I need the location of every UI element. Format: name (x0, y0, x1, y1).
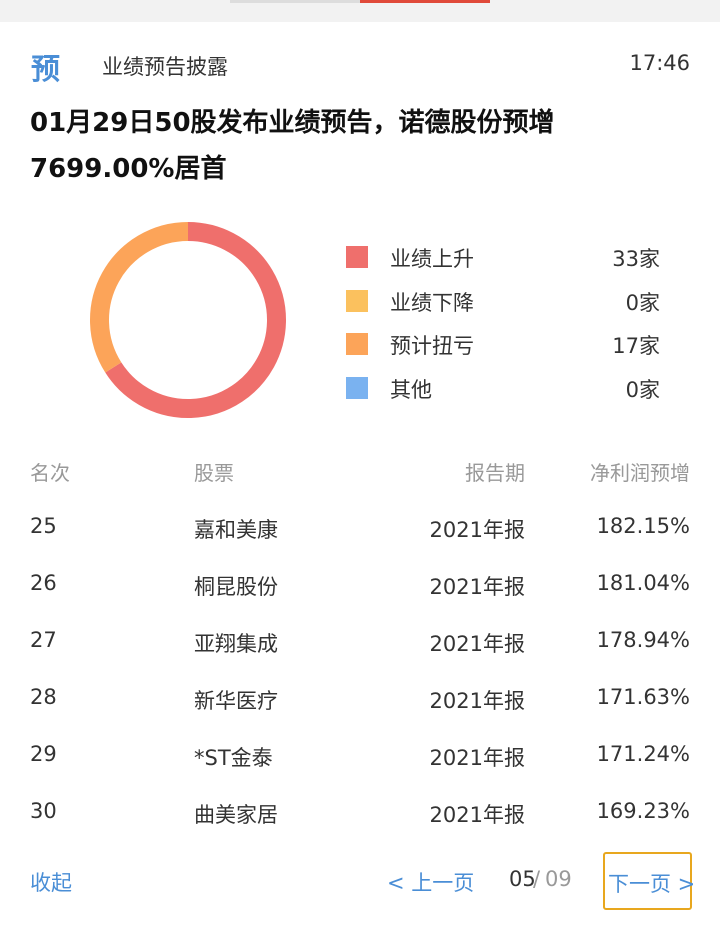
legend-swatch (346, 376, 368, 399)
rank-cell: 28 (30, 685, 57, 709)
increase-cell: 178.94% (596, 628, 690, 652)
period-cell: 2021年报 (429, 689, 525, 713)
increase-cell: 169.23% (596, 799, 690, 823)
header-profit-increase: 净利润预增 (590, 461, 690, 485)
period-cell: 2021年报 (429, 746, 525, 770)
legend-item: 预计扭亏 17家 (346, 323, 666, 367)
table-row[interactable]: 27 亚翔集成 2021年报 178.94% (0, 614, 720, 671)
header-stock: 股票 (194, 461, 234, 485)
collapse-link[interactable]: 收起 (30, 871, 72, 895)
legend-item: 业绩下降 0家 (346, 280, 666, 324)
ranking-table: 名次 股票 报告期 净利润预增 25 嘉和美康 2021年报 182.15% 2… (0, 442, 720, 842)
header-rank: 名次 (30, 461, 70, 485)
page-separator: / (533, 867, 541, 891)
period-cell: 2021年报 (429, 575, 525, 599)
legend-label: 其他 (390, 377, 432, 402)
rank-cell: 25 (30, 514, 57, 538)
legend-count: 17家 (612, 334, 660, 358)
legend-count: 33家 (612, 247, 660, 271)
table-row[interactable]: 29 *ST金泰 2021年报 171.24% (0, 728, 720, 785)
period-cell: 2021年报 (429, 632, 525, 656)
top-tab-indicator[interactable] (230, 0, 360, 3)
chart-legend: 业绩上升 33家 业绩下降 0家 预计扭亏 17家 其他 0家 (346, 236, 666, 410)
rank-cell: 29 (30, 742, 57, 766)
legend-swatch (346, 333, 368, 355)
next-page-button[interactable]: 下一页 > (603, 852, 696, 910)
rank-cell: 26 (30, 571, 57, 595)
donut-slice-3 (90, 222, 189, 373)
legend-swatch (346, 289, 368, 312)
donut-slice-1 (105, 222, 286, 418)
increase-cell: 182.15% (596, 514, 690, 538)
timestamp: 17:46 (629, 51, 690, 75)
stock-cell[interactable]: 曲美家居 (194, 803, 278, 827)
legend-item: 其他 0家 (346, 367, 666, 411)
table-row[interactable]: 26 桐昆股份 2021年报 181.04% (0, 557, 720, 614)
page-total: 09 (545, 867, 572, 891)
table-header: 名次 股票 报告期 净利润预增 (0, 442, 720, 500)
rank-cell: 30 (30, 799, 57, 823)
table-row[interactable]: 30 曲美家居 2021年报 169.23% (0, 785, 720, 842)
legend-count: 0家 (625, 377, 660, 402)
section-title: 业绩预告披露 (102, 55, 228, 79)
stock-cell[interactable]: 桐昆股份 (194, 575, 278, 599)
headline: 01月29日50股发布业绩预告，诺德股份预增7699.00%居首 (30, 108, 555, 184)
period-cell: 2021年报 (429, 518, 525, 542)
stock-cell[interactable]: 新华医疗 (194, 689, 278, 713)
legend-label: 业绩上升 (390, 247, 474, 271)
legend-count: 0家 (625, 290, 660, 315)
legend-label: 预计扭亏 (390, 334, 474, 358)
table-row[interactable]: 28 新华医疗 2021年报 171.63% (0, 671, 720, 728)
period-cell: 2021年报 (429, 803, 525, 827)
legend-swatch (346, 246, 368, 268)
legend-item: 业绩上升 33家 (346, 236, 666, 280)
next-page-label: 下一页 > (608, 872, 696, 896)
top-strip (0, 0, 720, 22)
rank-cell: 27 (30, 628, 57, 652)
card-header: 预 业绩预告披露 17:46 (0, 40, 720, 90)
pagination-bar: 收起 < 上一页 05 / 09 下一页 > (0, 850, 720, 910)
stock-cell[interactable]: 亚翔集成 (194, 632, 278, 656)
header-period: 报告期 (465, 461, 525, 485)
page-current: 05 (509, 867, 536, 891)
increase-cell: 171.63% (596, 685, 690, 709)
forecast-badge: 预 (31, 52, 61, 86)
legend-label: 业绩下降 (390, 290, 474, 315)
top-tab-indicator-active[interactable] (360, 0, 490, 3)
prev-page-button[interactable]: < 上一页 (387, 871, 475, 895)
stock-cell[interactable]: 嘉和美康 (194, 518, 278, 542)
increase-cell: 171.24% (596, 742, 690, 766)
increase-cell: 181.04% (596, 571, 690, 595)
stock-cell[interactable]: *ST金泰 (194, 746, 273, 770)
table-row[interactable]: 25 嘉和美康 2021年报 182.15% (0, 500, 720, 557)
donut-chart (90, 222, 286, 418)
